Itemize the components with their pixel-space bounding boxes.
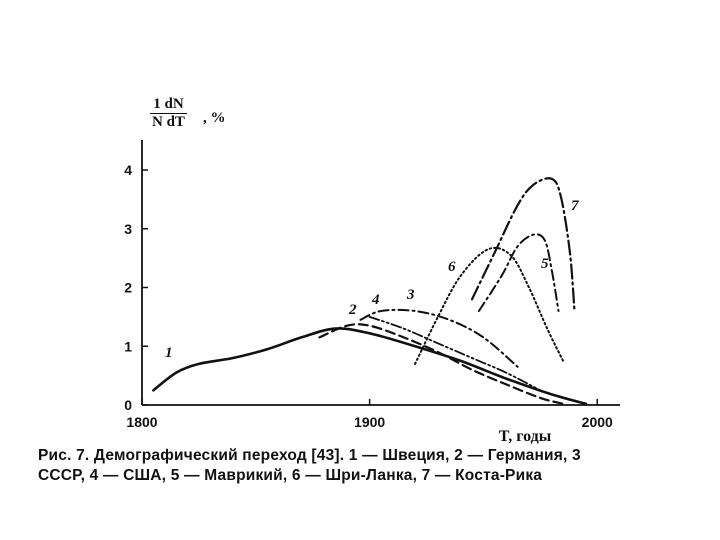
y-tick-label: 1 bbox=[124, 338, 132, 354]
series-1-line bbox=[152, 327, 588, 406]
x-tick-label: 1800 bbox=[126, 414, 157, 430]
figure-caption: Рис. 7. Демографический переход [43]. 1 … bbox=[38, 446, 708, 486]
y-axis-label: 1 dN N dT bbox=[150, 96, 187, 131]
y-axis-label-unit: , % bbox=[203, 110, 226, 126]
x-tick-label: 1900 bbox=[354, 414, 385, 430]
series-4-line bbox=[368, 316, 542, 392]
series-2-label: 2 bbox=[348, 302, 357, 318]
x-tick-label: 2000 bbox=[582, 414, 613, 430]
series-4-label: 4 bbox=[371, 292, 380, 308]
series-3-label: 3 bbox=[406, 287, 415, 303]
series-1-label: 1 bbox=[165, 345, 173, 361]
series-5-label: 5 bbox=[541, 256, 549, 272]
series-7-line bbox=[470, 177, 576, 313]
caption-line-2: СССР, 4 — США, 5 — Маврикий, 6 — Шри-Лан… bbox=[38, 467, 543, 484]
y-tick-label: 4 bbox=[124, 162, 132, 178]
y-tick-label: 0 bbox=[124, 397, 132, 413]
y-tick-label: 2 bbox=[124, 280, 132, 296]
y-tick-label: 3 bbox=[124, 221, 132, 237]
series-6-label: 6 bbox=[448, 259, 456, 275]
x-axis-label: T, годы bbox=[499, 428, 552, 445]
series-5-line bbox=[477, 233, 560, 312]
series-6-line bbox=[414, 246, 565, 365]
caption-line-1: Рис. 7. Демографический переход [43]. 1 … bbox=[38, 447, 581, 464]
y-axis-label-denominator: N dT bbox=[152, 114, 185, 130]
series-7-label: 7 bbox=[571, 198, 579, 214]
y-axis-label-numerator: 1 dN bbox=[150, 96, 187, 114]
series-2-line bbox=[318, 323, 565, 405]
series-3-line bbox=[359, 308, 519, 368]
